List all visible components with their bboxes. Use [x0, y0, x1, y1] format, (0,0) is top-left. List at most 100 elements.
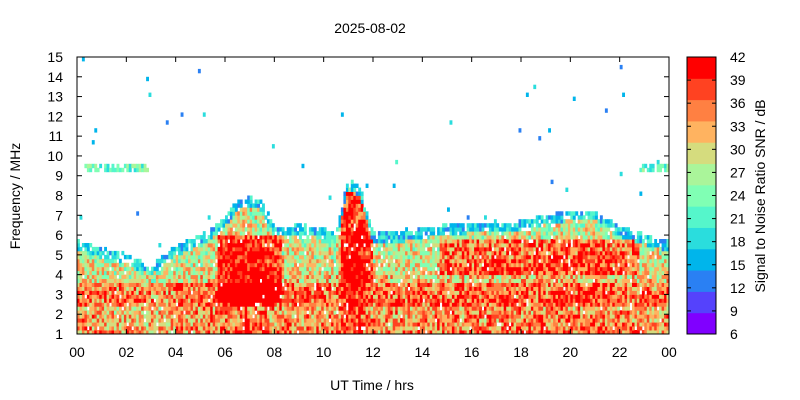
- heatmap-cell: [237, 219, 241, 224]
- heatmap-cell: [311, 314, 315, 319]
- heatmap-cell: [227, 290, 231, 295]
- heatmap-cell: [353, 211, 357, 216]
- heatmap-cell: [375, 250, 379, 256]
- heatmap-cell: [363, 262, 366, 268]
- heatmap-cell: [254, 318, 258, 323]
- heatmap-cell: [170, 318, 174, 323]
- heatmap-cell: [247, 274, 251, 279]
- heatmap-cell: [259, 318, 263, 323]
- heatmap-cell: [382, 246, 386, 252]
- heatmap-cell: [392, 250, 396, 256]
- heatmap-cell: [427, 274, 431, 279]
- heatmap-cell: [543, 239, 547, 244]
- heatmap-cell: [513, 314, 517, 319]
- heatmap-cell: [442, 223, 445, 228]
- heatmap-cell: [289, 290, 292, 295]
- heatmap-cell: [328, 246, 332, 252]
- heatmap-cell: [247, 290, 251, 295]
- heatmap-cell: [242, 322, 246, 327]
- heatmap-cell: [471, 258, 475, 264]
- heatmap-cell: [188, 258, 191, 264]
- heatmap-cell: [311, 302, 315, 307]
- heatmap-cell: [464, 239, 468, 244]
- heatmap-cell: [427, 282, 431, 287]
- heatmap-cell: [296, 286, 300, 291]
- heatmap-cell: [276, 330, 280, 335]
- heatmap-cell: [271, 270, 275, 276]
- heatmap-cell: [257, 290, 260, 295]
- heatmap-cell: [126, 314, 130, 319]
- heatmap-cell: [215, 286, 218, 291]
- heatmap-cell: [350, 310, 354, 315]
- heatmap-cell: [533, 246, 537, 252]
- heatmap-cell: [506, 262, 510, 268]
- heatmap-cell: [481, 302, 485, 307]
- heatmap-cell: [540, 318, 544, 323]
- heatmap-cell: [345, 199, 349, 204]
- heatmap-cell: [540, 239, 544, 244]
- heatmap-cell: [538, 250, 542, 256]
- heatmap-cell: [294, 326, 297, 331]
- heatmap-cell: [548, 306, 551, 311]
- heatmap-cell: [299, 266, 302, 272]
- heatmap-cell: [533, 302, 537, 307]
- heatmap-cell: [328, 286, 332, 291]
- heatmap-cell: [528, 235, 532, 240]
- heatmap-cell: [271, 286, 275, 291]
- heatmap-cell: [158, 326, 162, 331]
- heatmap-cell: [402, 294, 406, 299]
- heatmap-cell: [548, 262, 551, 268]
- heatmap-cell: [318, 231, 322, 236]
- heatmap-cell: [449, 282, 453, 287]
- heatmap-cell: [239, 278, 243, 283]
- heatmap-cell: [525, 294, 529, 299]
- heatmap-cell: [535, 227, 539, 232]
- heatmap-cell: [254, 223, 258, 228]
- heatmap-cell: [316, 282, 320, 287]
- heatmap-cell: [79, 246, 83, 252]
- heatmap-cell: [210, 258, 214, 264]
- heatmap-cell: [178, 254, 181, 260]
- heatmap-cell: [385, 306, 389, 311]
- heatmap-cell: [358, 286, 362, 291]
- heatmap-cell: [442, 266, 445, 272]
- heatmap-cell: [232, 258, 236, 264]
- heatmap-cell: [316, 290, 320, 295]
- heatmap-cell: [91, 290, 95, 295]
- heatmap-cell: [525, 306, 529, 311]
- heatmap-cell: [481, 258, 485, 264]
- heatmap-cell: [266, 211, 270, 216]
- heatmap-cell: [414, 270, 418, 276]
- heatmap-cell: [77, 322, 80, 327]
- heatmap-cell: [284, 246, 288, 252]
- heatmap-cell: [447, 318, 450, 323]
- heatmap-cell: [225, 239, 228, 244]
- heatmap-cell: [289, 246, 292, 252]
- heatmap-cell: [207, 306, 211, 311]
- heatmap-cell: [269, 290, 273, 295]
- heatmap-cell: [178, 286, 181, 291]
- heatmap-cell: [212, 314, 216, 319]
- heatmap-cell: [227, 211, 231, 216]
- heatmap-cell: [128, 274, 132, 279]
- heatmap-cell: [405, 318, 408, 323]
- heatmap-cell: [210, 246, 214, 252]
- heatmap-cell: [237, 278, 241, 283]
- heatmap-cell: [469, 243, 473, 248]
- heatmap-cell: [148, 282, 152, 287]
- heatmap-cell: [417, 239, 421, 244]
- heatmap-cell: [488, 274, 492, 279]
- heatmap-cell: [143, 290, 147, 295]
- heatmap-cell: [244, 294, 248, 299]
- heatmap-cell: [205, 274, 209, 279]
- heatmap-cell: [299, 250, 302, 256]
- heatmap-cell: [197, 246, 201, 252]
- heatmap-cell: [96, 322, 100, 327]
- heatmap-cell: [212, 254, 216, 260]
- heatmap-cell: [444, 246, 448, 252]
- heatmap-cell: [533, 282, 537, 287]
- heatmap-cell: [451, 302, 455, 307]
- heatmap-cell: [410, 322, 413, 327]
- heatmap-cell: [180, 286, 184, 291]
- heatmap-cell: [395, 235, 399, 240]
